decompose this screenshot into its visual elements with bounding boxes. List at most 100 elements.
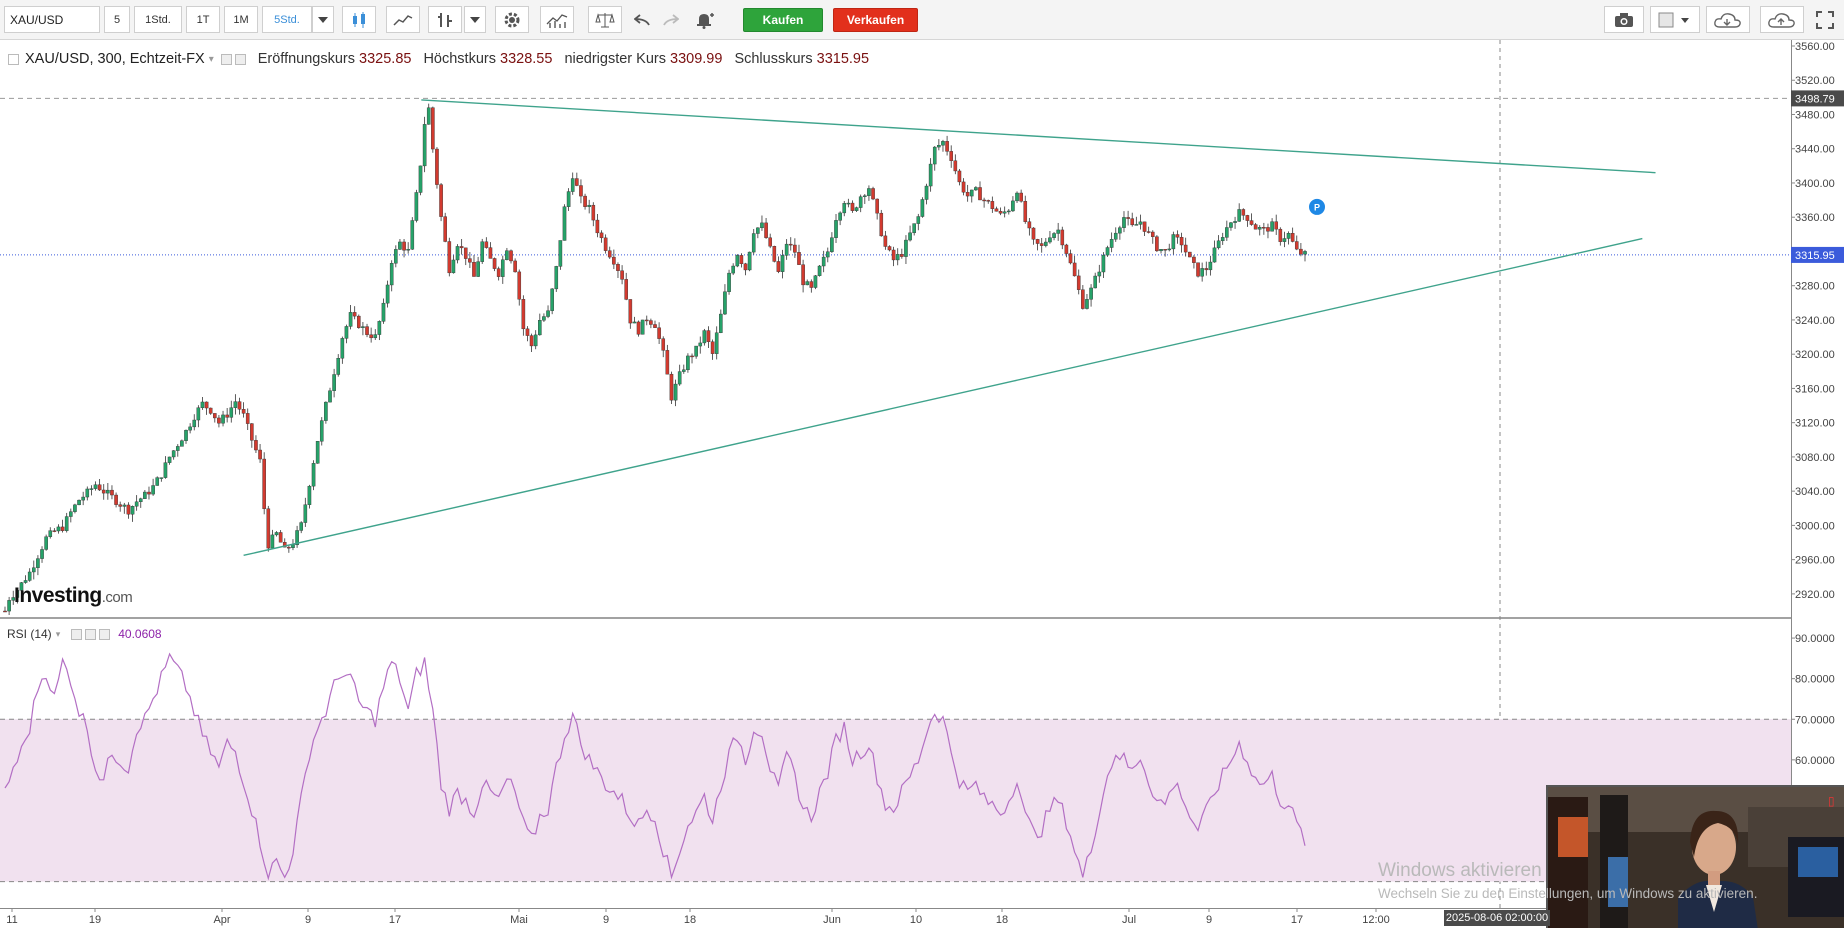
candle-up <box>834 220 838 238</box>
candle-down <box>961 181 966 193</box>
candle-up <box>632 321 637 324</box>
candle-up <box>291 544 295 548</box>
candle-up <box>533 334 538 347</box>
candle-down <box>97 484 102 491</box>
candle-up <box>1208 261 1213 271</box>
price-tick-label: 3200.00 <box>1795 349 1835 361</box>
chart-type-dropdown-button[interactable] <box>464 6 486 33</box>
fullscreen-button[interactable] <box>1810 6 1840 33</box>
dropdown-icon <box>470 16 480 23</box>
candle-up <box>1056 229 1060 234</box>
candle-down <box>287 546 291 549</box>
timeframe-dropdown-button[interactable] <box>312 6 334 33</box>
candle-up <box>221 414 225 424</box>
candle-up <box>784 243 789 256</box>
candle-up <box>163 462 168 478</box>
candle-up <box>319 420 324 442</box>
template-button[interactable] <box>1650 6 1700 33</box>
legend-hide-icon[interactable] <box>234 53 246 65</box>
signal-marker-icon <box>1309 198 1325 215</box>
candle-down <box>801 264 805 286</box>
timeframe-1h[interactable]: 1Std. <box>134 6 182 33</box>
line-chart-button[interactable] <box>386 6 420 33</box>
candle-up <box>455 246 460 261</box>
video-overlay[interactable]: ▯ <box>1546 785 1844 928</box>
cloud-upload-button[interactable] <box>1760 6 1804 33</box>
candle-up <box>1233 221 1237 223</box>
chart-legend: XAU/USD, 300, Echtzeit-FX ▾ Eröffnungsku… <box>8 51 869 67</box>
candle-down <box>583 195 587 207</box>
candle-up <box>389 263 394 286</box>
candle-down <box>788 243 793 246</box>
timeframe-1d[interactable]: 1T <box>186 6 220 33</box>
candle-down <box>217 417 221 424</box>
candle-up <box>538 320 542 336</box>
candle-up <box>1097 271 1102 277</box>
candle-up <box>731 265 735 274</box>
chevron-down-icon <box>318 16 328 23</box>
candle-down <box>879 212 884 237</box>
candle-up <box>780 255 785 272</box>
candle-up <box>846 202 851 205</box>
high-label: Höchstkurs <box>423 51 496 67</box>
screenshot-button[interactable] <box>1604 6 1644 33</box>
legend-settings-icon[interactable] <box>220 53 232 65</box>
rsi-hide-icon[interactable] <box>85 628 97 640</box>
candle-up <box>1159 249 1163 252</box>
rsi-settings-icon[interactable] <box>71 628 83 640</box>
timeframe-5[interactable]: 5 <box>104 6 130 33</box>
indicators-button[interactable] <box>540 6 574 33</box>
cloud-download-button[interactable] <box>1706 6 1750 33</box>
candle-up <box>406 249 410 251</box>
candle-up <box>546 310 550 317</box>
candle-up <box>1006 210 1011 213</box>
candle-down <box>1027 221 1032 229</box>
candle-up <box>941 141 945 146</box>
candle-down <box>706 330 711 342</box>
candle-up <box>558 240 563 267</box>
candle-up <box>681 369 686 372</box>
candle-down <box>1076 275 1081 290</box>
candle-down <box>1072 262 1077 277</box>
candle-down <box>998 211 1003 214</box>
alert-button[interactable] <box>690 6 720 33</box>
price-tick-label: 3120.00 <box>1795 418 1835 430</box>
candle-down <box>1142 221 1147 232</box>
candle-up <box>89 488 94 490</box>
candle-down <box>402 241 406 251</box>
candle-up <box>303 504 308 523</box>
candle-up <box>858 196 863 208</box>
high-price-label-bg <box>1791 90 1844 107</box>
candles-layer <box>3 103 1307 615</box>
compare-button[interactable] <box>588 6 622 33</box>
candlestick-button[interactable] <box>342 6 376 33</box>
rsi-dropdown-icon[interactable]: ▾ <box>55 628 61 639</box>
symbol-input[interactable] <box>4 6 100 33</box>
rsi-close-icon[interactable] <box>99 628 111 640</box>
candle-up <box>373 334 378 339</box>
price-chart[interactable]: P 3560.00 3520.00 3480.00 3440.00 3400.00 336… <box>0 40 1844 928</box>
timeframe-1m[interactable]: 1M <box>224 6 258 33</box>
time-tick-label: Jun <box>823 914 841 926</box>
trendlines-layer[interactable]: P <box>243 99 1656 557</box>
buy-button[interactable]: Kaufen <box>743 8 823 32</box>
rsi-tick-label: 80.0000 <box>1795 674 1835 686</box>
undo-button[interactable] <box>627 6 657 33</box>
redo-button[interactable] <box>656 6 686 33</box>
price-tick-label: 3080.00 <box>1795 452 1835 464</box>
candle-up <box>817 265 822 276</box>
legend-dropdown-icon[interactable]: ▾ <box>208 53 214 65</box>
collapse-icon[interactable] <box>8 53 19 65</box>
candle-down <box>624 279 629 300</box>
candle-up <box>838 212 842 221</box>
candle-down <box>982 199 986 202</box>
candle-down <box>521 299 526 330</box>
settings-button[interactable] <box>495 6 529 33</box>
time-tick-label: 9 <box>305 914 311 926</box>
bar-chart-button[interactable] <box>428 6 462 33</box>
candle-down <box>369 334 373 339</box>
timeframe-5h[interactable]: 5Std. <box>262 6 312 33</box>
sell-button[interactable]: Verkaufen <box>833 8 918 32</box>
candle-up <box>336 358 341 375</box>
candle-up <box>969 189 974 197</box>
